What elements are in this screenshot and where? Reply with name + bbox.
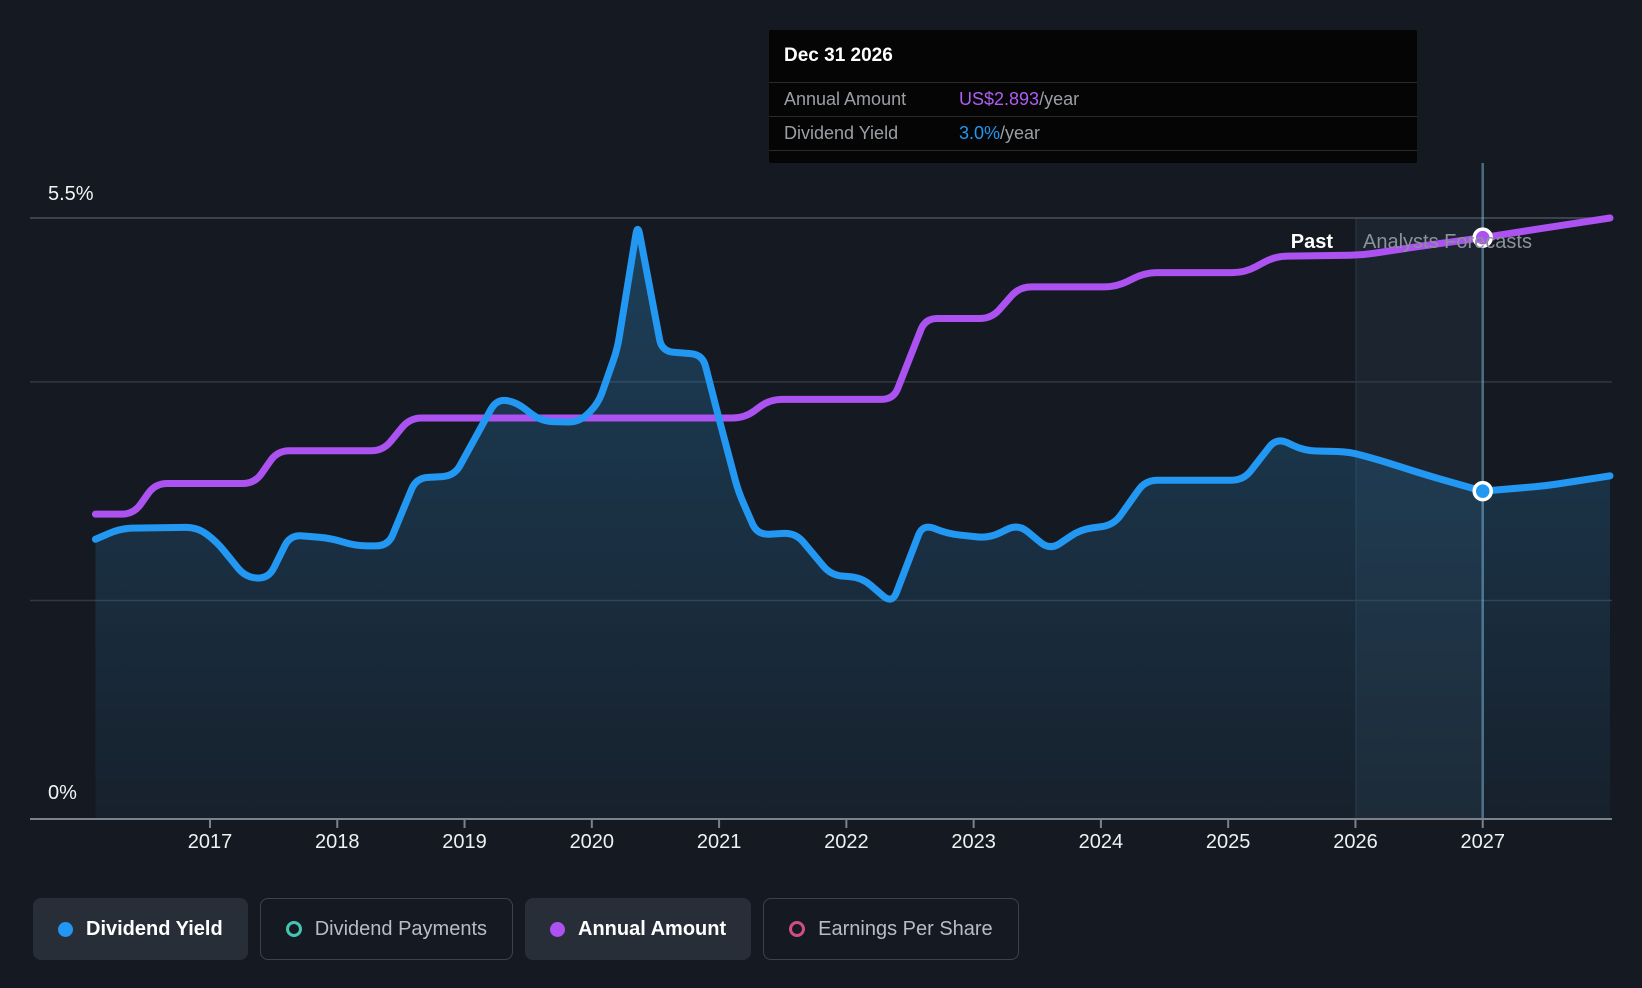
tooltip-annual-amount-value: US$2.893	[959, 89, 1040, 109]
tooltip-dividend-yield-label: Dividend Yield	[784, 123, 899, 143]
legend-label-dividend-yield: Dividend Yield	[86, 917, 223, 940]
x-axis-year-label: 2017	[187, 831, 233, 853]
x-axis-year-label: 2018	[315, 831, 360, 853]
y-axis-label-bottom: 0%	[48, 782, 77, 804]
annual-amount-marker-icon	[550, 921, 566, 937]
legend-label-annual-amount: Annual Amount	[578, 917, 727, 940]
tooltip-annual-amount-suffix: /year	[1039, 89, 1080, 109]
analysts-forecasts-region-label: Analysts Forecasts	[1363, 231, 1532, 253]
tooltip-annual-amount-label: Annual Amount	[784, 89, 907, 109]
legend-item-earnings-per-share[interactable]: Earnings Per Share	[763, 898, 1019, 960]
x-axis-year-label: 2020	[569, 831, 615, 853]
tooltip-dividend-yield-value: 3.0%	[959, 123, 1001, 143]
legend-item-dividend-yield[interactable]: Dividend Yield	[33, 898, 248, 960]
chart-legend: Dividend Yield Dividend Payments Annual Am…	[33, 898, 1019, 960]
dividend-yield-marker-icon	[58, 921, 73, 937]
past-region-label: Past	[1290, 231, 1333, 253]
x-axis-year-label: 2022	[824, 831, 869, 853]
tooltip-dividend-yield-suffix: /year	[1000, 123, 1041, 143]
legend-label-dividend-payments: Dividend Payments	[314, 917, 488, 940]
legend-item-annual-amount[interactable]: Annual Amount	[525, 898, 752, 960]
dividend-yield-hover-marker-icon	[1472, 480, 1493, 502]
dividend-yield-line[interactable]	[91, 225, 1614, 603]
x-axis-year-label: 2021	[696, 831, 742, 853]
tooltip-annual-amount-row: Annual Amount US$2.893/year	[769, 82, 1417, 116]
dividend-payments-marker-icon	[285, 921, 302, 937]
hover-tooltip: Dec 31 2026 Annual Amount US$2.893/year …	[769, 30, 1417, 163]
annual-amount-line[interactable]	[91, 214, 1614, 518]
dividend-yield-area-fill	[95, 229, 1610, 819]
legend-item-dividend-payments[interactable]: Dividend Payments	[259, 898, 514, 960]
x-axis-year-label: 2027	[1460, 831, 1505, 853]
x-axis-year-label: 2019	[442, 831, 487, 853]
y-axis-label-top: 5.5%	[48, 183, 94, 205]
x-axis-year-label: 2025	[1205, 831, 1251, 853]
annual-amount-hover-marker-icon	[1472, 227, 1493, 248]
x-axis-year-label: 2024	[1078, 831, 1124, 853]
earnings-per-share-marker-icon	[789, 921, 806, 937]
x-axis-year-label: 2023	[951, 831, 996, 853]
tooltip-dividend-yield-row: Dividend Yield 3.0%/year	[769, 116, 1417, 151]
x-axis-year-label: 2026	[1333, 831, 1378, 853]
tooltip-date: Dec 31 2026	[784, 45, 893, 66]
legend-label-earnings-per-share: Earnings Per Share	[818, 917, 993, 940]
